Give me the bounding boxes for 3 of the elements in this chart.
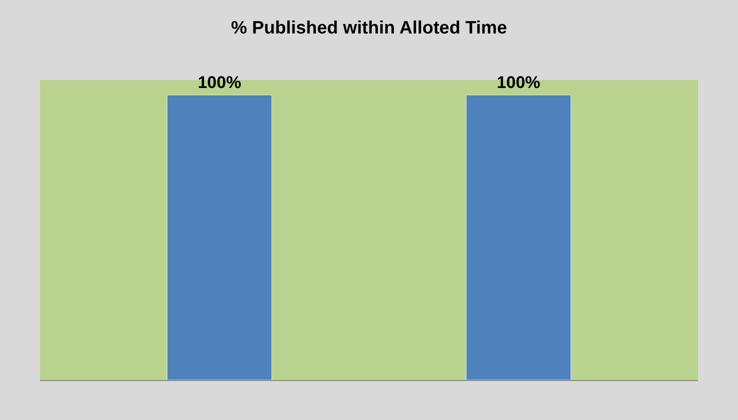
data-label: 100% (496, 73, 540, 92)
chart-title: % Published within Alloted Time (230, 18, 508, 38)
data-label: 100% (198, 73, 242, 92)
